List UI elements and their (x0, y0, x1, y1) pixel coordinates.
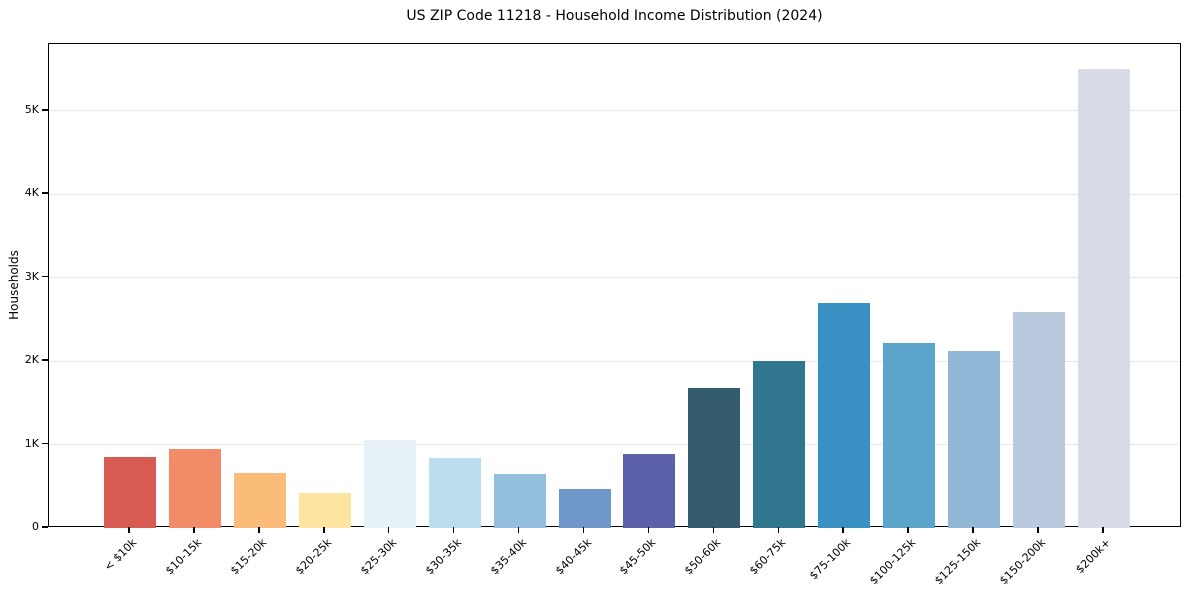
y-tick-label-5000: 5K (24, 102, 39, 116)
y-tick-1000 (42, 442, 48, 445)
bar-$45-50k (623, 453, 676, 528)
bar-$20-25k (298, 492, 351, 528)
bar-$10-15k (168, 448, 221, 528)
y-tick-label-3000: 3K (24, 269, 39, 283)
x-tick-label-$15-20k: $15-20k (227, 536, 270, 578)
x-tick-$150-200k (1037, 527, 1039, 533)
x-tick-label-$50-60k: $50-60k (682, 536, 724, 578)
x-tick-$30-35k (452, 527, 455, 533)
bar-$200k+ (1077, 69, 1130, 528)
bar-< $10k (104, 457, 156, 528)
gridline-3000 (49, 277, 1180, 279)
x-tick-$60-75k (777, 527, 780, 533)
x-tick-$200k+ (1102, 527, 1104, 533)
x-tick-$35-40k (517, 527, 520, 533)
x-tick-label-$60-75k: $60-75k (747, 536, 789, 578)
x-tick-label-$200k+: $200k+ (1073, 536, 1114, 577)
y-tick-3000 (42, 275, 48, 278)
x-tick-label-$40-45k: $40-45k (552, 536, 594, 578)
y-tick-label-1000: 1K (24, 436, 39, 450)
bar-$50-60k (688, 387, 741, 528)
bar-$30-35k (428, 457, 481, 528)
x-tick-$50-60k (712, 527, 715, 533)
x-tick-label-$10-15k: $10-15k (162, 536, 205, 578)
x-tick-label-$20-25k: $20-25k (292, 536, 334, 578)
bar-$75-100k (818, 302, 871, 528)
y-tick-4000 (42, 192, 48, 194)
chart-title: US ZIP Code 11218 - Household Income Dis… (406, 8, 823, 24)
x-tick-$100-125k (907, 527, 909, 533)
bar-$25-30k (363, 440, 416, 528)
bar-$40-45k (558, 488, 611, 528)
x-tick-$75-100k (842, 527, 844, 533)
gridline-4000 (49, 193, 1180, 195)
bar-$60-75k (753, 361, 806, 528)
y-tick-2000 (42, 359, 48, 361)
bar-$100-125k (883, 342, 936, 528)
bar-$150-200k (1013, 311, 1066, 528)
bar-$15-20k (233, 472, 286, 528)
y-tick-label-4000: 4K (24, 186, 39, 200)
x-tick-label-$75-100k: $75-100k (807, 536, 854, 583)
x-tick-label-$35-40k: $35-40k (487, 536, 529, 578)
x-tick-$15-20k (258, 527, 260, 533)
x-tick-label-$25-30k: $25-30k (357, 536, 399, 578)
bar-$35-40k (493, 474, 546, 528)
x-tick-$10-15k (193, 527, 195, 533)
x-tick-label-$150-200k: $150-200k (997, 536, 1049, 588)
bar-$125-150k (948, 351, 1001, 528)
x-tick-< $10k (128, 527, 130, 533)
x-tick-label-< $10k: < $10k (101, 536, 140, 574)
x-tick-label-$125-150k: $125-150k (932, 536, 984, 588)
x-tick-label-$45-50k: $45-50k (617, 536, 659, 578)
x-tick-$125-150k (972, 527, 974, 533)
plot-area (48, 43, 1181, 528)
x-tick-$45-50k (647, 527, 650, 533)
x-tick-$20-25k (323, 527, 325, 533)
gridline-1000 (49, 444, 1180, 446)
x-tick-$25-30k (387, 527, 390, 533)
x-tick-$40-45k (582, 527, 585, 533)
gridline-2000 (49, 360, 1180, 362)
y-tick-label-0: 0 (32, 520, 39, 533)
gridline-5000 (49, 110, 1180, 112)
y-tick-5000 (42, 109, 48, 111)
y-axis-label-text: Households (7, 250, 21, 320)
x-tick-label-$100-125k: $100-125k (867, 536, 919, 588)
y-tick-label-2000: 2K (24, 353, 39, 367)
y-tick-0 (42, 526, 48, 528)
x-tick-label-$30-35k: $30-35k (422, 536, 464, 578)
